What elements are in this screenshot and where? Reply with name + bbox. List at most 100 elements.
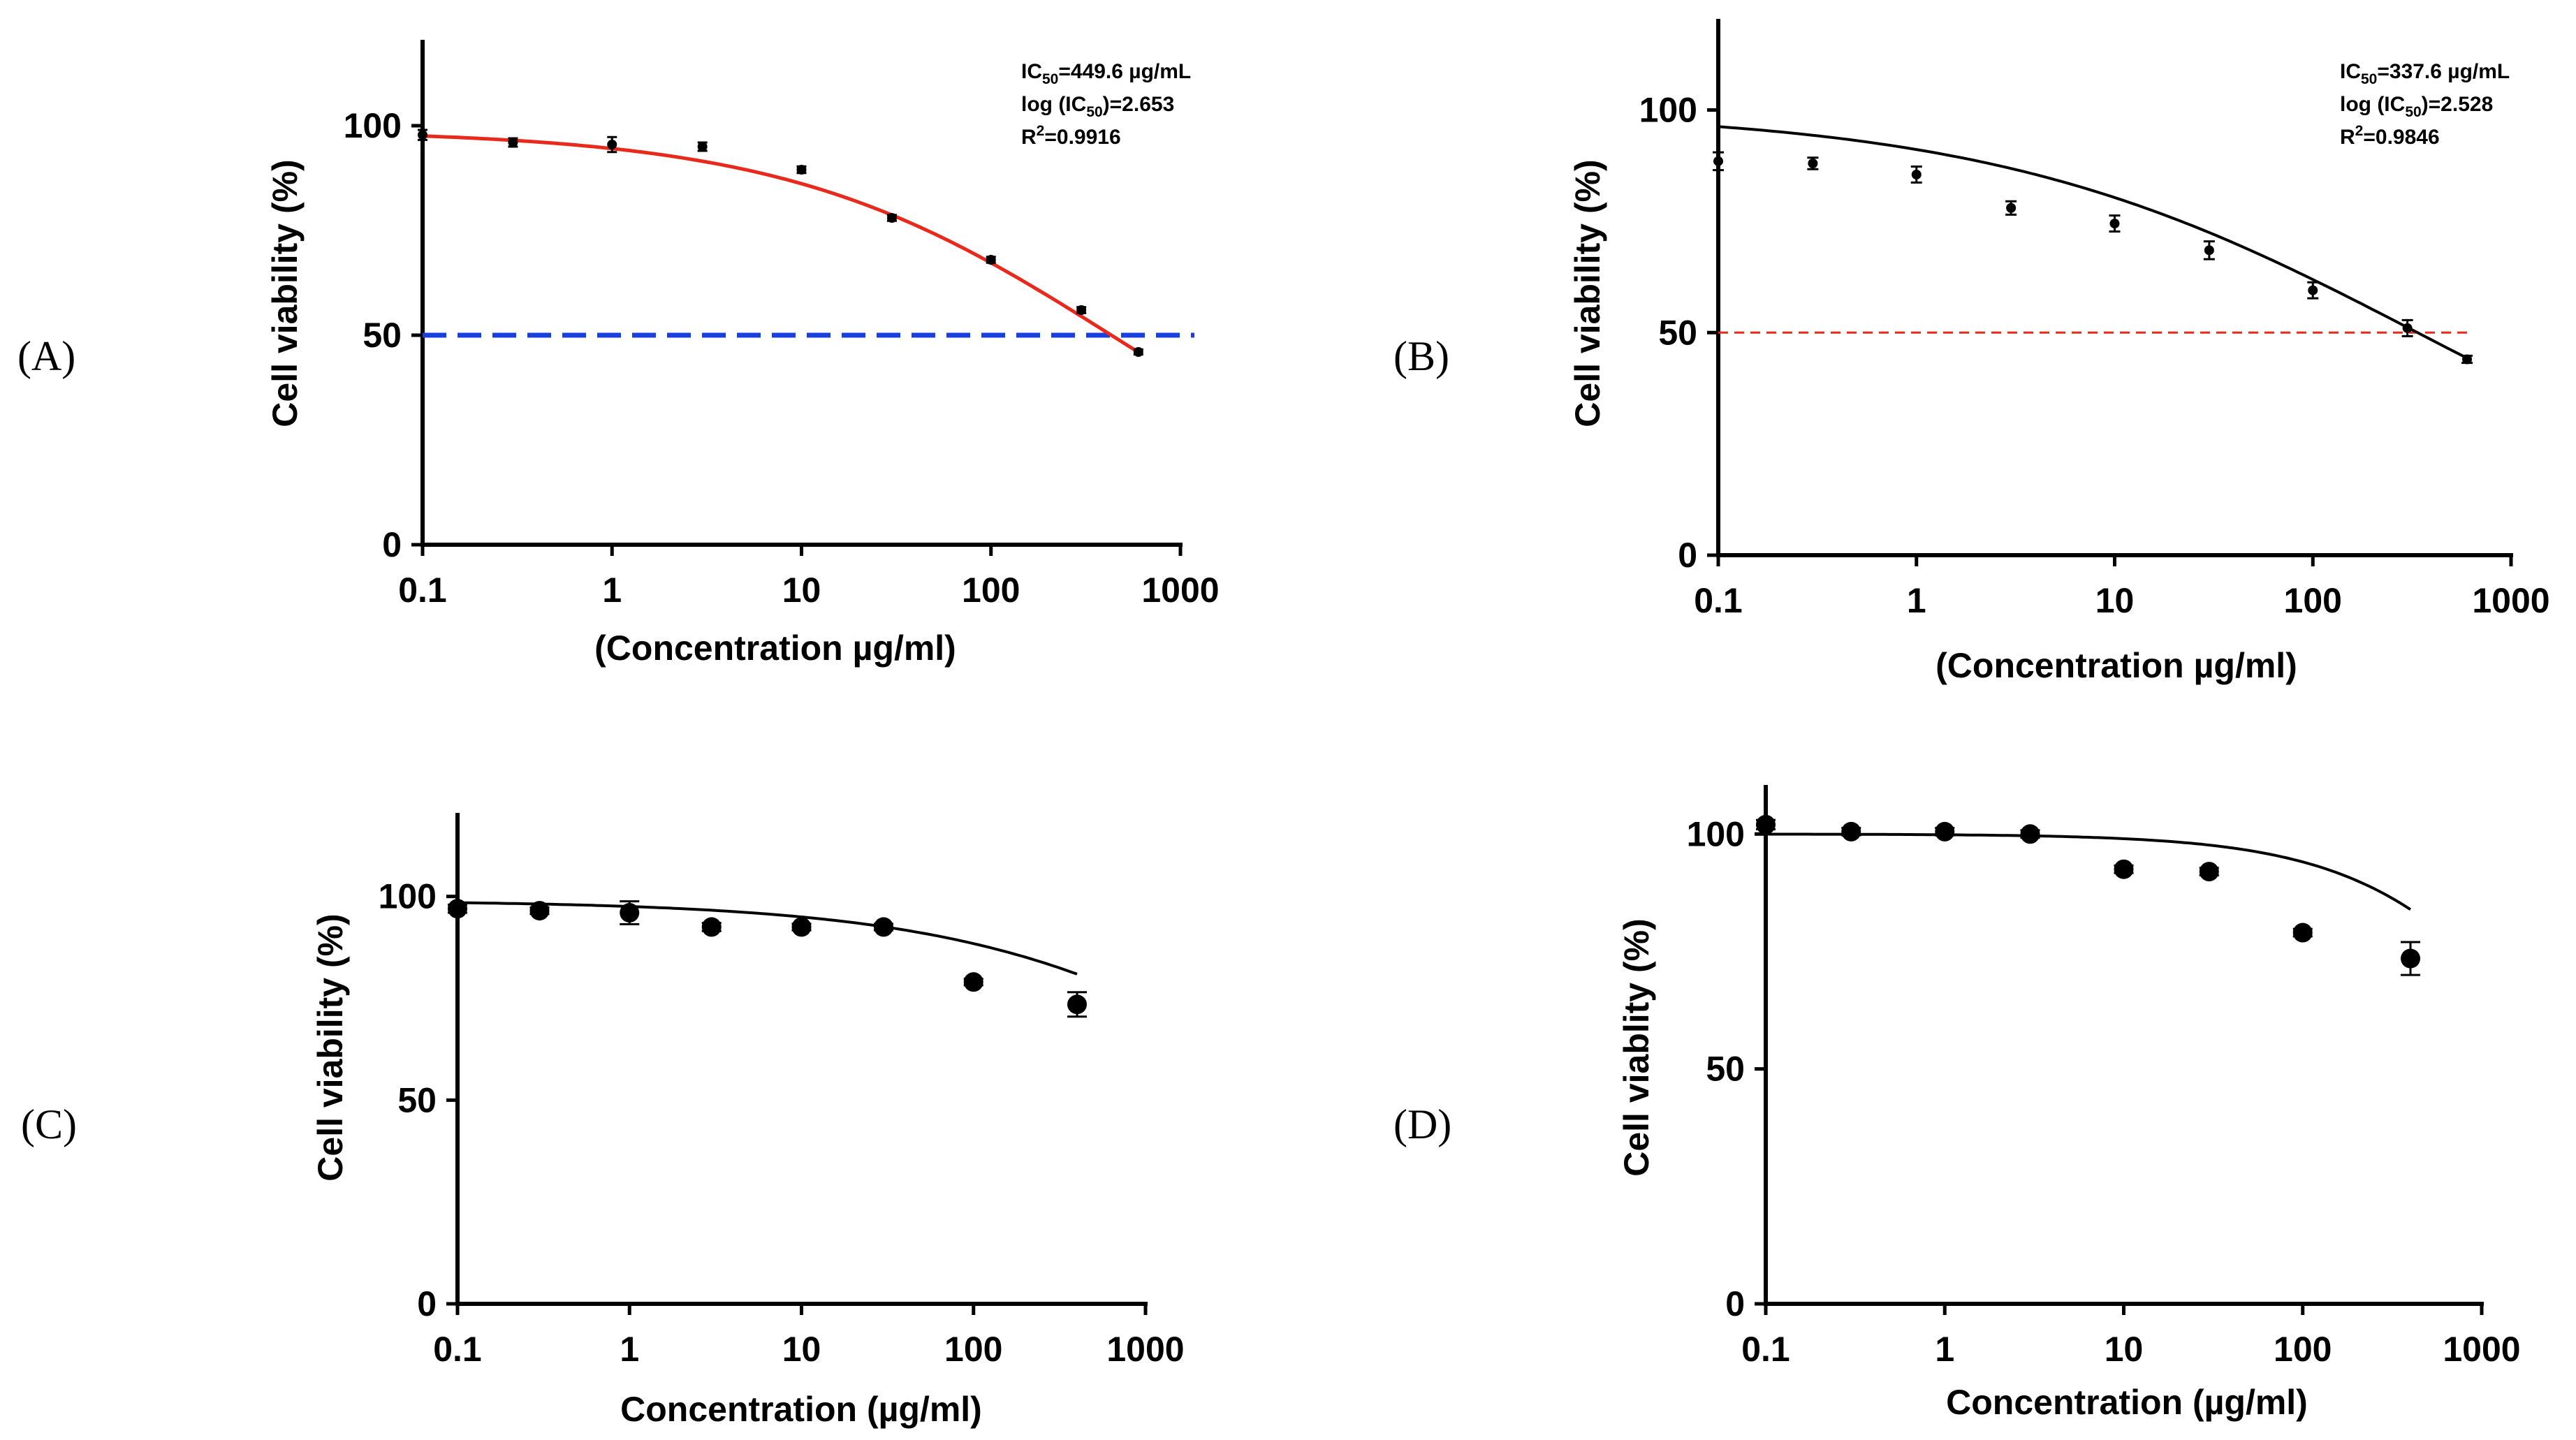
panel-letter: (D) [1393, 1101, 1451, 1147]
data-point [1756, 814, 1776, 835]
x-tick-label: 1000 [2472, 581, 2549, 620]
data-point [508, 138, 518, 147]
x-tick-label: 1 [602, 571, 622, 610]
data-point [2204, 245, 2214, 256]
x-tick-label: 1 [1907, 581, 1926, 620]
annotation-text: log (IC [2340, 93, 2405, 116]
y-axis-label: Cell viability (%) [311, 913, 350, 1181]
data-point [1935, 821, 1955, 842]
y-tick-label: 50 [1706, 1050, 1745, 1089]
data-point [448, 899, 467, 919]
annotation-text: =449.6 µg/mL [1058, 60, 1191, 83]
data-point [2199, 862, 2219, 882]
x-tick-label: 10 [2095, 581, 2135, 620]
data-point [886, 213, 897, 223]
y-tick-label: 0 [417, 1284, 437, 1323]
data-point [529, 901, 550, 921]
annotation-text: =0.9846 [2363, 126, 2439, 149]
annotation-script: 50 [2405, 104, 2421, 120]
panel-b: (B) 0.1 1 10 100 1000 0 50 100 (Concentration µg/… [1393, 19, 2550, 685]
annotation-text: IC [2340, 60, 2361, 83]
y-tick-label: 100 [344, 106, 402, 145]
data-point [2292, 923, 2313, 943]
y-tick-label: 100 [1639, 91, 1697, 130]
panel-letter: (B) [1393, 333, 1449, 379]
data-point [701, 917, 722, 937]
data-point [2402, 323, 2413, 333]
x-tick-label: 10 [2105, 1330, 2144, 1369]
data-point [607, 140, 617, 149]
data-point [418, 130, 427, 140]
x-tick-label: 1000 [1141, 571, 1219, 610]
x-tick-label: 100 [2284, 581, 2342, 620]
x-tick-label: 10 [782, 1330, 821, 1369]
annotation-line: log (IC50)=2.528 [2340, 93, 2493, 120]
fit-curve [422, 134, 1140, 354]
annotation-line: R2=0.9846 [2340, 123, 2440, 149]
x-tick-label: 0.1 [433, 1330, 482, 1369]
data-point [873, 917, 893, 937]
data-point [2462, 354, 2473, 365]
y-axis-label: Cell viablity (%) [1617, 918, 1656, 1177]
data-point [2114, 859, 2134, 879]
annotation-line: log (IC50)=2.653 [1021, 93, 1174, 120]
x-tick-label: 1 [1935, 1330, 1954, 1369]
x-tick-label: 0.1 [1741, 1330, 1790, 1369]
annotation-text: R [2340, 126, 2355, 149]
data-point [1911, 169, 1922, 179]
x-tick-label: 1000 [1106, 1330, 1184, 1369]
x-tick-label: 1000 [2443, 1330, 2520, 1369]
y-tick-label: 50 [1658, 313, 1697, 352]
data-point [2109, 219, 2120, 229]
x-tick-label: 1 [620, 1330, 639, 1369]
annotation-line: IC50=337.6 µg/mL [2340, 60, 2510, 87]
data-point [1076, 305, 1087, 315]
x-tick-label: 100 [2274, 1330, 2332, 1369]
y-tick-label: 50 [363, 316, 402, 355]
data-point [2401, 948, 2421, 969]
data-point [1808, 159, 1818, 168]
annotation-script: 2 [2355, 123, 2364, 139]
annotation-script: 50 [1086, 104, 1102, 120]
y-tick-label: 100 [379, 877, 437, 916]
data-point [1713, 156, 1723, 166]
y-tick-label: 0 [1725, 1284, 1745, 1323]
data-point [2020, 824, 2040, 844]
y-axis-label: Cell viability (%) [1568, 159, 1607, 427]
annotation-script: 2 [1037, 123, 1045, 139]
annotation-script: 50 [1042, 71, 1058, 87]
x-tick-label: 10 [782, 571, 821, 610]
data-point [1133, 347, 1143, 357]
panel-d: (D) 0.1 1 10 100 1000 0 50 100 Concentration (µg/… [1393, 785, 2521, 1422]
annotation-line: IC50=449.6 µg/mL [1021, 60, 1191, 87]
y-tick-label: 0 [382, 525, 402, 564]
annotation-text: =337.6 µg/mL [2377, 60, 2510, 83]
data-point [791, 917, 812, 937]
panel-c: (C) 0.1 1 10 100 1000 0 50 100 Concentration (µg/… [21, 813, 1185, 1429]
x-axis-label: Concentration (µg/ml) [620, 1390, 982, 1429]
annotation-text: =0.9916 [1044, 126, 1120, 149]
annotation-line: R2=0.9916 [1021, 123, 1121, 149]
x-tick-label: 0.1 [1694, 581, 1743, 620]
data-point [2308, 285, 2318, 295]
data-point [963, 972, 983, 992]
y-axis-label: Cell viability (%) [265, 159, 305, 427]
y-tick-label: 0 [1678, 536, 1697, 575]
y-tick-label: 50 [397, 1080, 437, 1119]
data-point [620, 903, 640, 923]
fit-curve [1765, 832, 2412, 911]
annotation-text: )=2.528 [2422, 93, 2494, 116]
x-axis-label: (Concentration µg/ml) [1935, 646, 2297, 685]
fit-curve [1718, 125, 2468, 360]
annotation-text: log (IC [1021, 93, 1086, 116]
fit-curve [457, 901, 1078, 976]
data-point [697, 142, 708, 152]
x-tick-label: 100 [944, 1330, 1002, 1369]
annotation-text: IC [1021, 60, 1042, 83]
data-point [1067, 994, 1088, 1015]
x-axis-label: Concentration (µg/ml) [1946, 1383, 2308, 1422]
x-tick-label: 0.1 [398, 571, 447, 610]
annotation-script: 50 [2361, 71, 2377, 87]
